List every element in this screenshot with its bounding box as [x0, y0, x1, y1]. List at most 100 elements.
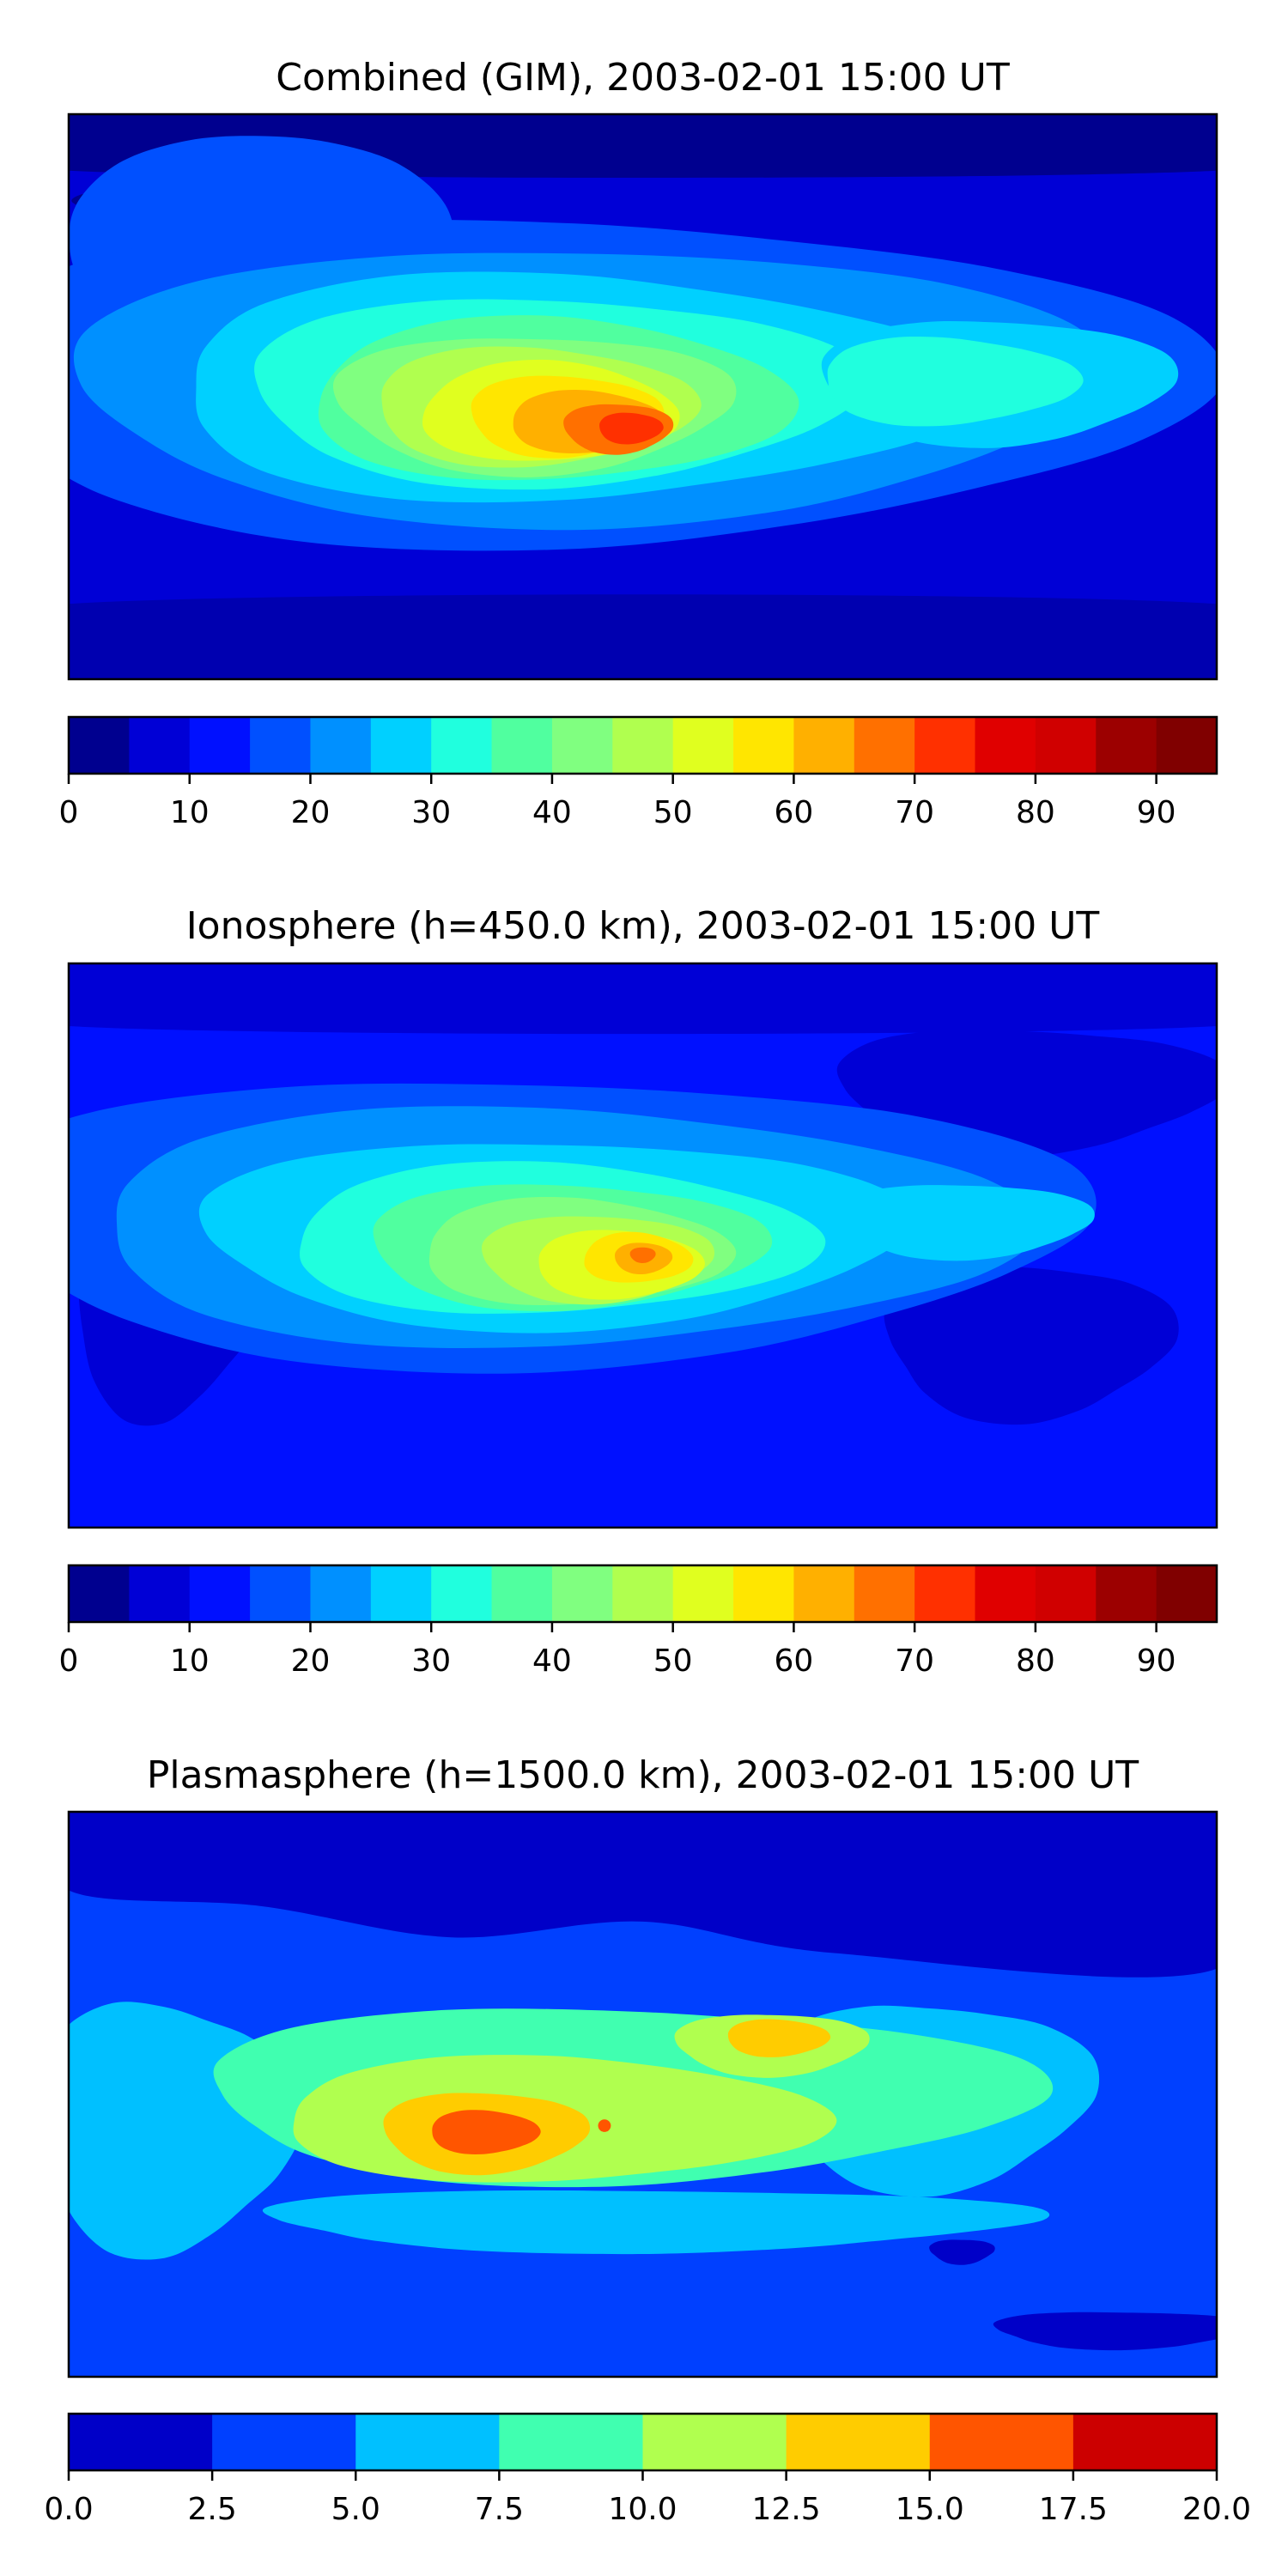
colorbar-frame [67, 715, 1218, 775]
contour-region [432, 2110, 541, 2154]
colorbar-tick-label: 80 [1016, 1643, 1055, 1679]
contour-region [727, 2019, 831, 2057]
chart-title: Plasmasphere (h=1500.0 km), 2003-02-01 1… [147, 1753, 1139, 1797]
colorbar-tick-label: 10 [170, 795, 210, 830]
map-frame [67, 962, 1218, 1529]
colorbar-frame [67, 1564, 1218, 1624]
colorbar-segment [793, 1565, 855, 1622]
colorbar-segment [431, 717, 493, 774]
colorbar-tick-label: 30 [411, 1643, 451, 1679]
colorbar-tick-label: 17.5 [1039, 2492, 1108, 2527]
colorbar-tick-label: 90 [1137, 795, 1176, 830]
colorbar-segment [491, 717, 553, 774]
colorbar-segment [1072, 2414, 1218, 2470]
colorbar-segment [370, 717, 432, 774]
colorbar-segment [250, 717, 311, 774]
colorbar-segment [69, 2414, 213, 2470]
colorbar-segment [250, 1565, 311, 1622]
contour-region [629, 1247, 656, 1263]
contour-region [262, 2190, 1050, 2255]
colorbar-segment [310, 1565, 372, 1622]
contour-map [0, 0, 1217, 679]
colorbar-segment [1096, 717, 1157, 774]
colorbar-segment [499, 2414, 643, 2470]
map-frame [67, 1810, 1218, 2379]
coastlines [0, 0, 155, 71]
contour-map [0, 0, 1217, 2377]
contour-map [0, 0, 1217, 1528]
contour-region [69, 963, 1217, 1035]
colorbar-segment [733, 717, 794, 774]
colorbar-segment [914, 1565, 976, 1622]
colorbar-segment [1035, 1565, 1097, 1622]
colorbar-tick-label: 15.0 [896, 2492, 964, 2527]
colorbar-tick-label: 40 [532, 795, 572, 830]
colorbar-segment [310, 717, 372, 774]
colorbar-tick-label: 20 [291, 795, 331, 830]
colorbar-tick-label: 7.5 [475, 2492, 524, 2527]
colorbar-tick-label: 0 [59, 1643, 79, 1679]
colorbar-tick-label: 0.0 [44, 2492, 93, 2527]
colorbar-tick-label: 10.0 [608, 2492, 677, 2527]
contour-region [884, 1265, 1179, 1425]
colorbar-segment [212, 2414, 356, 2470]
colorbar-segment [786, 2414, 931, 2470]
colorbar-tick-label: 30 [411, 795, 451, 830]
colorbar: 0 10 20 30 40 50 60 70 80 90 [59, 715, 1218, 830]
ionosphere-panel: Ionosphere (h=450.0 km), 2003-02-01 15:0… [0, 0, 1218, 1679]
colorbar-tick-label: 50 [653, 795, 693, 830]
colorbar-segment [189, 1565, 251, 1622]
colorbar-segment [431, 1565, 493, 1622]
colorbar-segment [914, 717, 976, 774]
contour-region [929, 2239, 995, 2265]
colorbar-segment [672, 1565, 734, 1622]
colorbar-segment [975, 717, 1036, 774]
contour-region [69, 594, 1217, 679]
colorbar-tick-label: 20.0 [1182, 2492, 1251, 2527]
colorbar: 0.0 2.5 5.0 7.5 10.0 12.5 15.0 17.5 20.0 [44, 2412, 1251, 2527]
combined-gim-panel: Combined (GIM), 2003-02-01 15:00 UT 0 10 2… [0, 0, 1218, 830]
colorbar-tick-label: 50 [653, 1643, 693, 1679]
map-frame [67, 112, 1218, 681]
colorbar-segment [612, 717, 674, 774]
colorbar-segment [642, 2414, 787, 2470]
colorbar-tick-label: 5.0 [331, 2492, 380, 2527]
colorbar-segment [733, 1565, 794, 1622]
chart-title: Ionosphere (h=450.0 km), 2003-02-01 15:0… [186, 904, 1100, 948]
colorbar: 0 10 20 30 40 50 60 70 80 90 [59, 1564, 1218, 1679]
colorbar-segment [1156, 717, 1218, 774]
colorbar-segment [1035, 717, 1097, 774]
contour-region [993, 2312, 1217, 2351]
contour-region [599, 412, 664, 445]
colorbar-segment [551, 1565, 613, 1622]
coastlines [0, 0, 155, 71]
colorbar-segment [69, 717, 130, 774]
colorbar-segment [854, 1565, 915, 1622]
contour-region [598, 2119, 611, 2132]
colorbar-segment [69, 1565, 130, 1622]
colorbar-segment [929, 2414, 1074, 2470]
colorbar-segment [1096, 1565, 1157, 1622]
colorbar-segment [793, 717, 855, 774]
colorbar-tick-label: 70 [895, 1643, 934, 1679]
colorbar-tick-label: 2.5 [187, 2492, 236, 2527]
coastlines [0, 0, 155, 71]
colorbar-segment [491, 1565, 553, 1622]
colorbar-tick-label: 20 [291, 1643, 331, 1679]
colorbar-segment [975, 1565, 1036, 1622]
colorbar-segment [129, 717, 191, 774]
colorbar-tick-label: 0 [59, 795, 79, 830]
colorbar-segment [370, 1565, 432, 1622]
colorbar-segment [355, 2414, 500, 2470]
colorbar-segment [551, 717, 613, 774]
colorbar-tick-label: 70 [895, 795, 934, 830]
colorbar-segment [129, 1565, 191, 1622]
contour-region [835, 1185, 1095, 1261]
contour-region [827, 337, 1084, 427]
colorbar-tick-label: 80 [1016, 795, 1055, 830]
colorbar-segment [612, 1565, 674, 1622]
contour-region [69, 1812, 1217, 1978]
colorbar-segment [672, 717, 734, 774]
